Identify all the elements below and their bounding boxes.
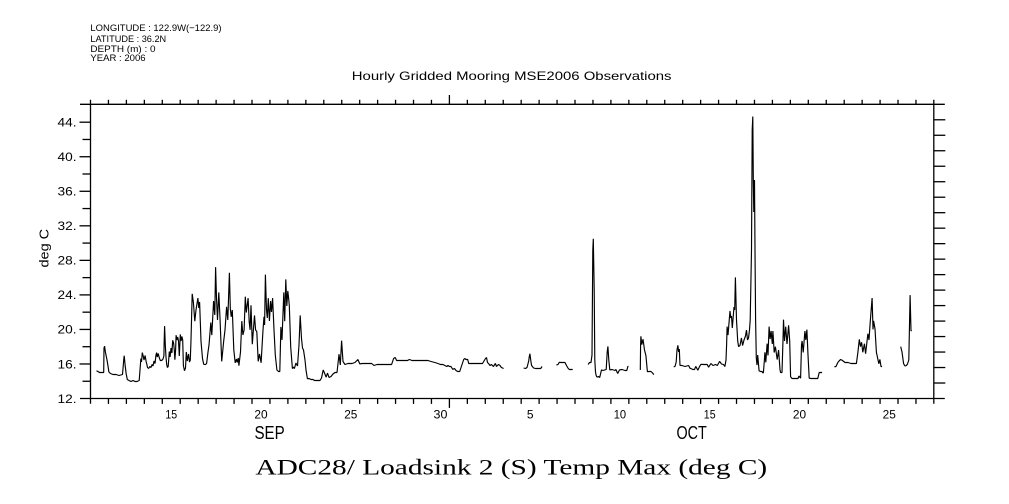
svg-text:20.: 20. <box>58 323 77 337</box>
svg-text:Hourly Gridded Mooring MSE2006: Hourly Gridded Mooring MSE2006 Observati… <box>352 70 672 83</box>
svg-text:28.: 28. <box>58 254 77 268</box>
svg-text:25: 25 <box>883 408 897 422</box>
svg-text:OCT: OCT <box>676 423 706 443</box>
svg-text:36.: 36. <box>58 185 77 199</box>
svg-text:12.: 12. <box>58 392 77 406</box>
svg-text:deg C: deg C <box>37 229 52 268</box>
svg-text:20: 20 <box>793 408 807 422</box>
svg-text:10: 10 <box>614 408 627 422</box>
svg-text:YEAR : 2006: YEAR : 2006 <box>90 53 145 64</box>
svg-text:SEP: SEP <box>254 423 284 443</box>
svg-text:32.: 32. <box>58 219 77 233</box>
svg-text:5: 5 <box>527 408 534 422</box>
svg-text:LONGITUDE : 122.9W(−122.9): LONGITUDE : 122.9W(−122.9) <box>90 23 221 34</box>
svg-text:30: 30 <box>434 408 448 422</box>
svg-text:15: 15 <box>165 408 177 422</box>
svg-text:24.: 24. <box>58 288 77 302</box>
svg-text:25: 25 <box>344 408 358 422</box>
svg-text:15: 15 <box>704 408 716 422</box>
svg-text:44.: 44. <box>58 116 77 130</box>
svg-text:16.: 16. <box>58 357 77 371</box>
svg-text:ADC28/ Loadsink 2 (S) Temp Max: ADC28/ Loadsink 2 (S) Temp Max (deg C) <box>255 455 767 480</box>
svg-text:20: 20 <box>254 408 268 422</box>
svg-text:DEPTH (m) : 0: DEPTH (m) : 0 <box>90 44 155 55</box>
svg-text:LATITUDE : 36.2N: LATITUDE : 36.2N <box>90 34 166 45</box>
svg-text:40.: 40. <box>58 150 77 164</box>
